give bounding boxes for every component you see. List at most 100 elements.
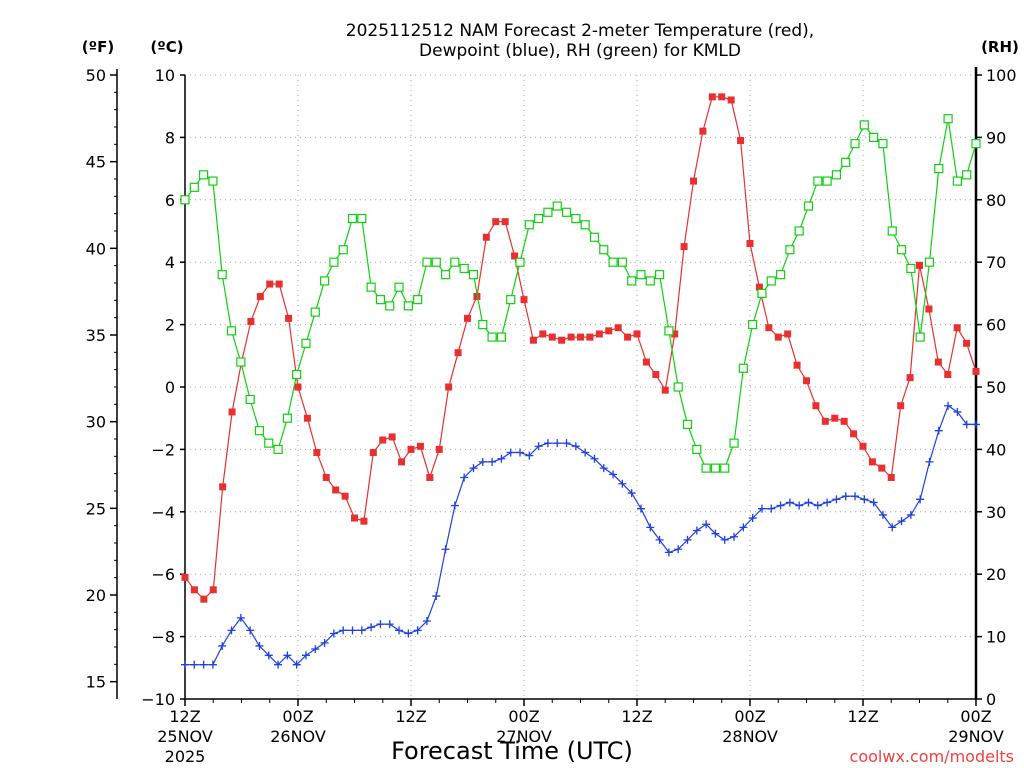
rh-point [264,438,274,448]
dewpoint-point [181,660,189,669]
rh-point [292,369,302,380]
rh-axis: 0 10 20 30 40 50 60 70 80 90 100 [976,66,1017,709]
rh-point [273,444,283,454]
dewpoint-point [916,495,925,504]
temperature-c-line [184,96,977,601]
dewpoint-c-series [181,401,980,669]
temperature-point [812,402,820,410]
temperature-point [718,93,726,101]
temperature-point [774,333,782,341]
dewpoint-point [404,629,413,638]
dewpoint-point [227,626,236,635]
x-tick-label: 00Z [508,707,539,726]
rh-point [534,213,544,224]
dewpoint-point [246,626,255,635]
celsius-tick-label: 10 [155,66,175,85]
dewpoint-point [311,645,320,654]
temperature-point [925,305,933,313]
temperature-point [473,293,481,301]
temperature-point [351,514,358,522]
rh-point [962,170,972,180]
temperature-point [332,486,340,494]
rh-point [338,245,348,255]
rh-point [468,270,479,280]
rh-point [375,295,386,305]
temperature-point [708,93,716,101]
temperature-point [765,324,773,332]
temperature-point [605,327,613,335]
temperature-point [228,408,236,416]
temperature-point [313,449,321,457]
temperature-point [209,586,217,594]
temperature-point [407,445,415,453]
rh-point [254,426,265,436]
rh-point [896,245,907,255]
temperature-point [887,473,895,481]
rh-point [654,270,665,280]
x-tick-label: 12Z [847,707,878,726]
dewpoint-point [692,526,701,535]
temperature-point [661,386,669,394]
temperature-point [398,458,406,466]
temperature-point [341,492,349,500]
rh-point [822,176,832,186]
rh-point [543,207,553,217]
temperature-point [256,293,264,301]
temperature-point [784,330,792,338]
dewpoint-point [497,454,506,463]
chart-title: 2025112512 NAM Forecast 2-meter Temperat… [346,21,814,41]
celsius-axis: −10 −8 −6 −4 −2 0 2 4 6 8 10 [141,66,185,709]
rh-point [347,213,358,224]
temperature-point [614,324,622,332]
celsius-tick-label: 8 [165,128,175,147]
dewpoint-point [739,523,748,532]
dewpoint-point [757,504,766,513]
rh-point [701,463,711,473]
temperature-point [275,280,283,288]
rh-tick-label: 90 [986,128,1006,147]
temperature-point [247,317,255,325]
temperature-point [464,314,471,322]
rh-unit-label: (RH) [981,38,1019,56]
temperature-point [558,336,566,344]
dewpoint-point [553,439,562,448]
temperature-point [548,333,556,341]
temperature-point [953,324,961,332]
dewpoint-point [236,613,245,622]
temperature-point [897,402,905,410]
temperature-point [511,252,519,260]
rh-point [692,444,702,454]
temperature-point [285,314,293,322]
rh-point [943,114,953,124]
temperature-point [435,445,443,453]
dewpoint-point [748,514,757,523]
celsius-tick-label: 4 [165,253,175,272]
temperature-point [322,473,330,481]
fahrenheit-tick-label: 25 [86,499,106,518]
dewpoint-point [385,620,394,629]
temperature-point [755,283,763,291]
dewpoint-point [664,548,673,557]
temperature-point [360,517,368,525]
temperature-point [624,333,632,341]
temperature-point [529,336,537,344]
dewpoint-point [711,529,720,538]
rh-point [878,139,888,149]
rh-point [645,276,655,286]
dewpoint-point [422,617,431,625]
rh-point [236,357,246,367]
rh-point [952,176,962,186]
rh-point [627,276,637,286]
temperature-point [840,417,848,425]
temperature-point [266,280,274,288]
rh-tick-label: 20 [986,565,1006,584]
dewpoint-point [897,517,906,526]
dewpoint-point [804,498,813,507]
rh-point [748,320,758,330]
rh-point [580,220,590,230]
rh-point [636,270,646,280]
celsius-tick-label: −2 [151,440,175,459]
celsius-tick-label: 0 [165,378,175,397]
temperature-point [294,383,302,391]
